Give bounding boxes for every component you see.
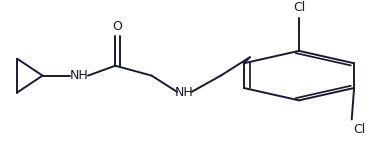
Text: O: O bbox=[113, 20, 123, 33]
Text: NH: NH bbox=[175, 86, 194, 99]
Text: Cl: Cl bbox=[293, 1, 305, 14]
Text: NH: NH bbox=[69, 69, 88, 82]
Text: Cl: Cl bbox=[353, 123, 365, 136]
